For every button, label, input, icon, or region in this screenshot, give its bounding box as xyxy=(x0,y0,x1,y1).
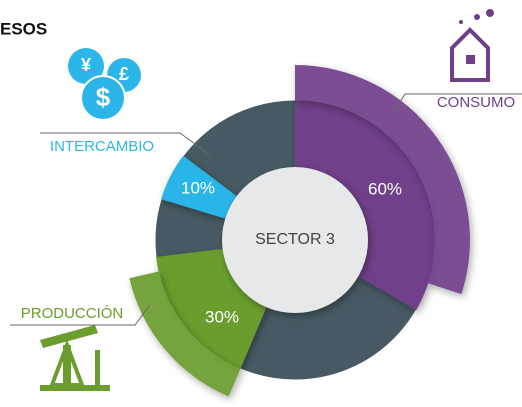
leader-line xyxy=(10,304,151,326)
center-circle xyxy=(222,167,368,313)
segment-inner xyxy=(161,155,237,219)
center-label: SECTOR 3 xyxy=(255,231,335,248)
segment-outer xyxy=(295,65,470,295)
segment xyxy=(161,155,237,219)
segment-inner xyxy=(295,100,435,310)
house-icon xyxy=(450,9,494,82)
segment xyxy=(129,248,267,397)
svg-text:$: $ xyxy=(96,82,111,112)
value-label: 30% xyxy=(205,307,239,326)
segment-inner xyxy=(156,248,267,369)
value-label: 10% xyxy=(181,178,215,197)
value-label: 60% xyxy=(368,179,402,198)
money-icon: ¥ £ $ xyxy=(68,48,141,121)
category-label: CONSUMO xyxy=(437,94,515,111)
category-label: INTERCAMBIO xyxy=(50,138,154,155)
oil-pump-icon xyxy=(40,325,110,391)
chart-title: ESOS xyxy=(0,19,47,38)
leader-line xyxy=(40,132,211,156)
svg-text:¥: ¥ xyxy=(81,55,91,75)
segment-outer xyxy=(129,271,241,397)
svg-text:£: £ xyxy=(119,64,129,84)
leader-line xyxy=(391,93,522,116)
category-label: PRODUCCIÓN xyxy=(21,305,124,322)
segment xyxy=(295,65,470,310)
